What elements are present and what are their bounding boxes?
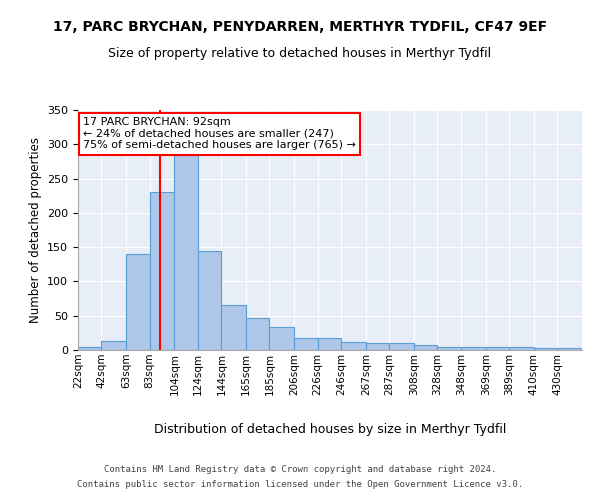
Bar xyxy=(437,346,461,350)
Bar xyxy=(509,348,534,350)
Bar xyxy=(221,306,246,350)
Y-axis label: Number of detached properties: Number of detached properties xyxy=(29,137,41,323)
Bar xyxy=(534,348,557,350)
Bar xyxy=(461,348,485,350)
Bar xyxy=(149,192,175,350)
Text: Size of property relative to detached houses in Merthyr Tydfil: Size of property relative to detached ho… xyxy=(109,48,491,60)
Bar xyxy=(198,250,221,350)
Bar xyxy=(341,342,366,350)
Bar xyxy=(246,318,269,350)
Bar xyxy=(366,343,389,350)
Text: 17, PARC BRYCHAN, PENYDARREN, MERTHYR TYDFIL, CF47 9EF: 17, PARC BRYCHAN, PENYDARREN, MERTHYR TY… xyxy=(53,20,547,34)
Bar xyxy=(101,341,126,350)
Text: Contains HM Land Registry data © Crown copyright and database right 2024.: Contains HM Land Registry data © Crown c… xyxy=(104,465,496,474)
Text: 17 PARC BRYCHAN: 92sqm
← 24% of detached houses are smaller (247)
75% of semi-de: 17 PARC BRYCHAN: 92sqm ← 24% of detached… xyxy=(83,117,356,150)
Bar xyxy=(317,338,341,350)
Bar xyxy=(294,338,317,350)
Bar xyxy=(414,345,437,350)
Bar xyxy=(389,343,414,350)
Text: Distribution of detached houses by size in Merthyr Tydfil: Distribution of detached houses by size … xyxy=(154,422,506,436)
Text: Contains public sector information licensed under the Open Government Licence v3: Contains public sector information licen… xyxy=(77,480,523,489)
Bar xyxy=(485,346,509,350)
Bar xyxy=(269,326,294,350)
Bar xyxy=(126,254,149,350)
Bar xyxy=(78,346,101,350)
Bar xyxy=(557,348,582,350)
Bar xyxy=(175,154,198,350)
